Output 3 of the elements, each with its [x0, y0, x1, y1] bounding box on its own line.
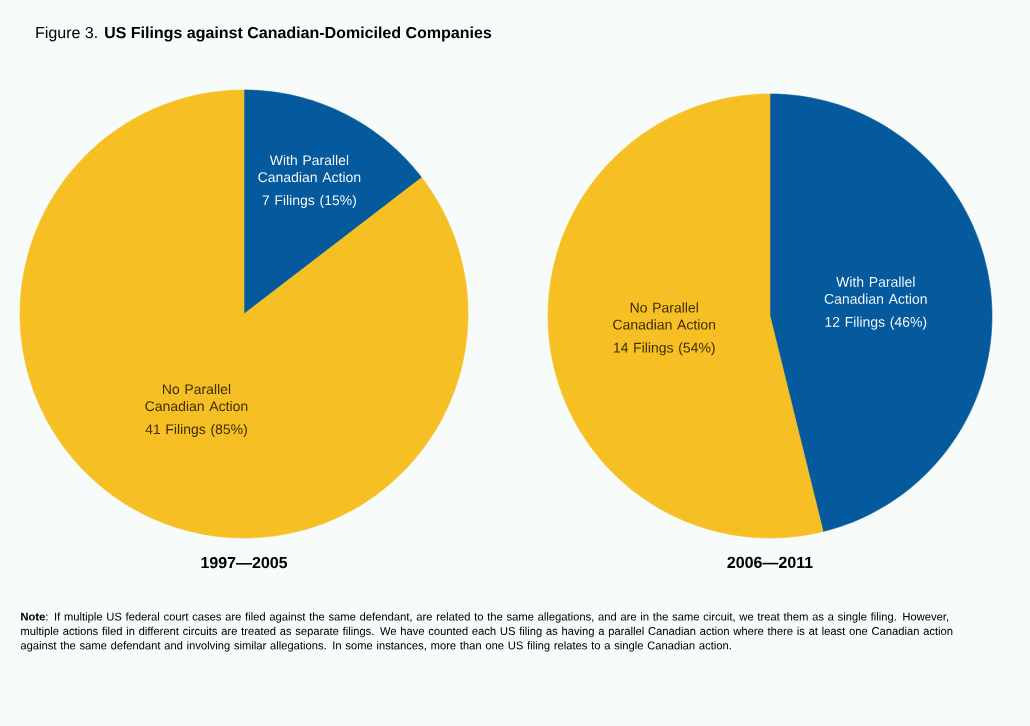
- chart-title: Figure 3. US Filings against Canadian-Domiciled Companies: [36, 26, 492, 42]
- text: 2006—2011: [727, 556, 813, 569]
- text: 1997—2005: [201, 556, 288, 569]
